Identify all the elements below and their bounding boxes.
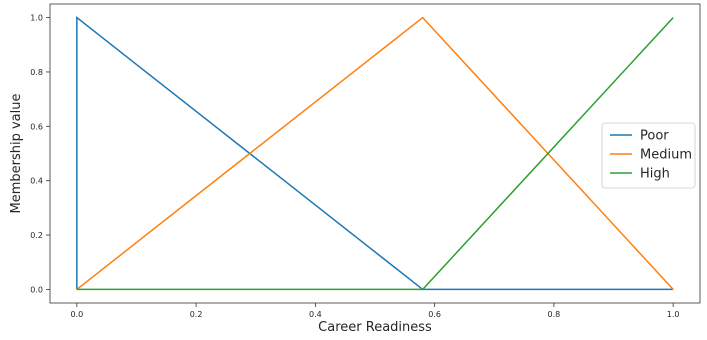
- x-tick-label: 0.4: [309, 310, 322, 319]
- y-tick-label: 0.4: [30, 177, 43, 186]
- legend-label-high: High: [640, 167, 670, 182]
- x-tick-label: 1.0: [667, 310, 680, 319]
- series-layer: [76, 16, 674, 291]
- y-axis: 0.0 0.2 0.4 0.6 0.8 1.0: [30, 14, 50, 294]
- y-tick-label: 0.6: [30, 122, 43, 131]
- plot-border: [49, 3, 701, 304]
- y-axis-label: Membership value: [9, 94, 24, 214]
- x-tick-label: 0.8: [548, 310, 561, 319]
- series-line-medium: [76, 16, 674, 290]
- series-line-high: [76, 17, 674, 291]
- y-tick-label: 0.8: [30, 68, 43, 77]
- legend-label-poor: Poor: [640, 129, 669, 144]
- y-tick-label: 1.0: [30, 14, 43, 23]
- legend-box: [601, 122, 696, 189]
- x-tick-label: 0.0: [70, 310, 83, 319]
- series-line-poor: [76, 16, 674, 291]
- legend-label-medium: Medium: [640, 148, 692, 163]
- y-tick-label: 0.0: [30, 285, 43, 294]
- y-tick-label: 0.2: [30, 231, 43, 240]
- x-axis: 0.0 0.2 0.4 0.6 0.8 1.0: [70, 303, 680, 319]
- plot-area: [49, 3, 701, 304]
- x-axis-label: Career Readiness: [318, 320, 432, 335]
- legend: Poor Medium High: [601, 122, 696, 189]
- x-tick-label: 0.2: [190, 310, 203, 319]
- x-tick-label: 0.6: [428, 310, 441, 319]
